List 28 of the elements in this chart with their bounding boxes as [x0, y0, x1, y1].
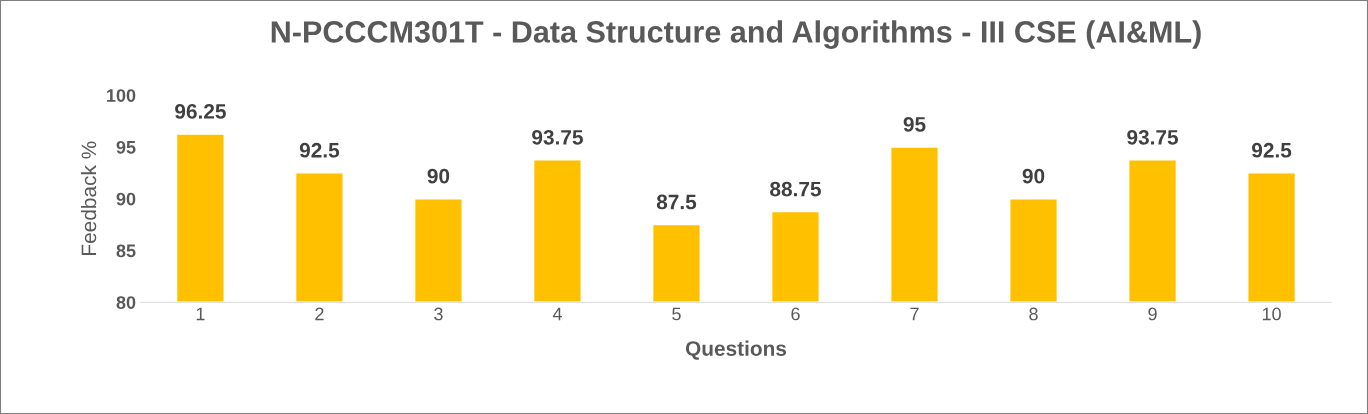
- data-label: 90: [1022, 168, 1045, 184]
- data-label: 92.5: [1252, 142, 1292, 158]
- y-axis-title: Feedback %: [80, 141, 97, 255]
- data-label: 95: [903, 116, 926, 132]
- y-tick-label: 95: [116, 140, 136, 154]
- x-tick-label: 10: [1262, 307, 1281, 321]
- data-label: 92.5: [299, 142, 340, 158]
- x-tick-label: 3: [434, 307, 443, 321]
- data-label: 93.75: [532, 129, 583, 145]
- y-tick-label: 80: [116, 296, 136, 309]
- x-tick-label: 2: [315, 307, 324, 321]
- x-axis-title: Questions: [685, 340, 787, 360]
- x-tick-label: 6: [791, 307, 800, 321]
- y-tick-label: 85: [116, 244, 136, 258]
- data-label: 96.25: [175, 104, 226, 119]
- x-tick-label: 8: [1029, 307, 1038, 321]
- data-label: 88.75: [770, 181, 821, 197]
- y-tick-label: 90: [116, 192, 136, 206]
- chart-title: N-PCCCM301T - Data Structure and Algorithms - III CSE (AI&ML): [271, 20, 1201, 49]
- x-tick-label: 4: [552, 307, 562, 321]
- y-tick-label: 100: [107, 89, 136, 102]
- x-tick-label: 5: [672, 307, 681, 321]
- x-tick-label: 7: [910, 307, 919, 321]
- data-label: 93.75: [1127, 129, 1179, 145]
- x-tick-label: 9: [1148, 307, 1157, 321]
- x-tick-label: 1: [196, 307, 205, 321]
- data-label: 90: [427, 168, 450, 184]
- data-label: 87.5: [656, 194, 697, 210]
